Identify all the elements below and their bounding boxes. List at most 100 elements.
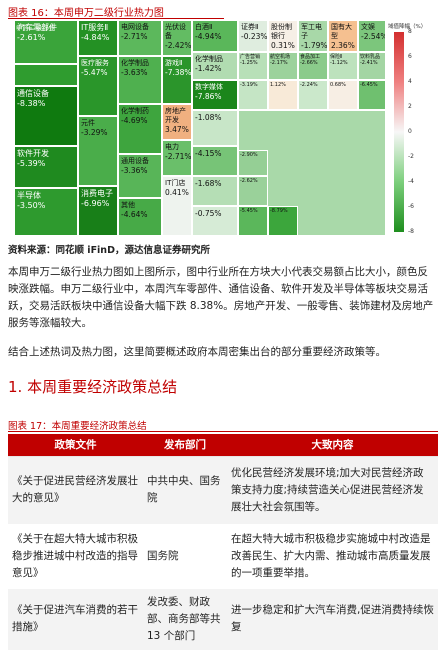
heatmap-cell-value: -5.39% [17, 159, 46, 168]
heatmap-cell [14, 64, 78, 86]
heatmap-cell: 1.12% [268, 80, 298, 110]
legend-tick: 2 [408, 103, 412, 110]
heatmap-cell-value: -2.42% [165, 41, 192, 50]
heatmap-cell-value: -2.71% [165, 152, 192, 161]
heatmap-cell: 元件 -3.29% [78, 116, 118, 186]
heatmap-cell-name: 其他 [121, 201, 135, 209]
heatmap-cell-name: 化学制品 [121, 59, 149, 67]
heatmap-legend: 域值降幅（%） 8 6 4 2 0 -2 -4 -6 -8 [386, 22, 436, 240]
heatmap-cell-name: 化学制品 [195, 55, 223, 63]
heatmap-cell: -2.90% [238, 150, 268, 176]
heatmap-cell: 电网设备 -2.71% [118, 20, 162, 56]
heatmap-cell: 半导体 -3.50% [14, 188, 78, 236]
source-note: 资料来源：同花顺 iFinD，源达信息证券研究所 [8, 245, 210, 256]
header-content: 大致内容 [227, 434, 438, 456]
cell-department: 国务院 [143, 523, 227, 589]
heatmap-cell: 保险Ⅱ -1.12% [328, 52, 358, 80]
legend-tick: 0 [408, 128, 412, 135]
heatmap-cell-name: 元件 [81, 119, 95, 127]
heatmap-cell-value: -2.71% [121, 32, 148, 41]
cell-department: 中共中央、国务院 [143, 455, 227, 525]
heatmap-cell: -3.19% [238, 80, 268, 110]
heatmap-cell-value: -8.79% [270, 208, 288, 214]
heatmap-cell-name: 股份制银行 [271, 23, 292, 40]
cell-content: 优化民营经济发展环境;加大对民营经济政策支持力度;持续营造关心促进民营经济发展壮… [227, 455, 438, 525]
heatmap-cell-value: -4.15% [195, 149, 222, 158]
heatmap-cell-name: 医疗服务 [81, 59, 109, 67]
heatmap-cell-name: 电力 [165, 143, 179, 151]
heatmap-cell-value: 0.41% [165, 188, 189, 197]
heatmap-cell-value: -8.38% [17, 99, 46, 108]
heatmap-cell-value: -0.75% [195, 209, 222, 218]
policy-table: 政策文件 发布部门 大致内容 《关于促进民营经济发展壮大的意见》 中共中央、国务… [8, 434, 438, 651]
heatmap-cell-value: 3.47% [165, 125, 189, 134]
heatmap-cell: 0.68% [328, 80, 358, 110]
cell-document: 《关于促进民营经济发展壮大的意见》 [8, 455, 143, 525]
cell-department: 发改委、财政部、商务部等共 13 个部门 [143, 587, 227, 651]
heatmap-cell: -6.45% [358, 80, 386, 110]
heatmap-cell-value: -2.61% [17, 33, 46, 42]
heatmap-cell: 食品加工 -2.66% [298, 52, 328, 80]
legend-tick: -8 [408, 228, 414, 235]
heatmap-cell-value: 0.68% [330, 82, 346, 88]
heatmap-cell-value: -3.19% [240, 82, 258, 88]
heatmap-cell-value: -4.84% [81, 33, 110, 42]
heatmap-cell-name: 保险Ⅱ [330, 54, 343, 60]
heatmap-cell-value: -1.25% [240, 60, 258, 66]
heatmap-cell-name: 文娱 [361, 23, 375, 31]
heatmap-cell-name: 饮料乳品 [360, 54, 381, 60]
heatmap-cell-value: -0.23% [241, 32, 268, 41]
heatmap-cell: 军工电子 -1.79% [298, 20, 328, 52]
legend-tick: 8 [408, 28, 412, 35]
heatmap-cell-name: 航空机场 [270, 54, 291, 60]
legend-tick: -6 [408, 203, 414, 210]
legend-color-bar [394, 32, 404, 232]
heatmap-cell: 广告营销 -1.25% [238, 52, 268, 80]
table-row: 《关于在超大特大城市积极稳步推进城中村改造的指导意见》 国务院 在超大特大城市积… [8, 523, 438, 589]
heatmap-cell-value: -5.45% [240, 208, 258, 214]
heatmap-cell-value: -6.96% [81, 199, 110, 208]
heatmap-cell: 数字媒体 -7.86% [192, 80, 238, 110]
heatmap-cell: -2.24% [298, 80, 328, 110]
table-row: 《关于促进汽车消费的若干措施》 发改委、财政部、商务部等共 13 个部门 进一步… [8, 587, 438, 651]
heatmap-cell-name: 通用设备 [121, 157, 149, 165]
heatmap-cell: 游戏Ⅱ -7.38% [162, 56, 192, 104]
heatmap-cell: -4.15% [192, 146, 238, 176]
paragraph-intro: 结合上述热词及热力图，这里简要概述政府本周密集出台的部分重要经济政策等。 [8, 346, 386, 358]
heatmap-cell-value: 0.31% [271, 41, 295, 50]
heatmap-cell-value: 2.36% [331, 41, 355, 50]
heatmap-cell: 医疗服务 -5.47% [78, 56, 118, 116]
heatmap-cell-name: 证券Ⅱ [241, 23, 259, 31]
heatmap-cell: IT门店 0.41% [162, 176, 192, 236]
heatmap-cell-value: -2.62% [240, 178, 258, 184]
legend-label: 域值降幅（%） [388, 24, 427, 30]
cell-content: 在超大特大城市积极稳步实施城中村改造是改善民生、扩大内需、推动城市高质量发展的一… [227, 523, 438, 589]
heatmap-cell: 消费电子 -6.96% [78, 186, 118, 236]
heatmap-cell-name: 数字媒体 [195, 83, 223, 91]
figure-16-title: 图表 16：本周申万二级行业热力图 [8, 4, 224, 19]
heatmap-cell: 国有大型 2.36% [328, 20, 358, 52]
heatmap-cell-name: 房地产开发 [165, 107, 186, 124]
heatmap-cell-name: 通信设备 [17, 89, 49, 98]
cell-document: 《关于在超大特大城市积极稳步推进城中村改造的指导意见》 [8, 523, 143, 589]
heatmap-cell: 饮料乳品 -2.41% [358, 52, 386, 80]
legend-tick: -4 [408, 178, 414, 185]
header-document: 政策文件 [8, 434, 143, 456]
heatmap-cell-value: -3.63% [121, 68, 148, 77]
header-department: 发布部门 [143, 434, 227, 456]
heatmap-cell: -5.45% [238, 206, 268, 236]
heatmap-cell-value: -7.86% [195, 92, 222, 101]
paragraph-heatmap-summary: 本周申万二级行业热力图如上图所示，图中行业所在方块大小代表交易额占比大小，颜色反… [8, 266, 434, 329]
heatmap-cell-value: -3.50% [17, 201, 46, 210]
heatmap-cell-value: -4.64% [121, 210, 148, 219]
heatmap-cell-name: 消费电子 [81, 189, 113, 198]
heatmap-cell-value: -5.47% [81, 68, 108, 77]
heatmap-cell: 股份制银行 0.31% [268, 20, 298, 52]
legend-tick: -2 [408, 153, 414, 160]
heatmap-cell: 光伏设备 -2.42% [162, 20, 192, 56]
section-heading: 1. 本周重要经济政策总结 [8, 378, 178, 396]
figure-17-title: 图表 17：本周重要经济政策总结 [8, 421, 147, 432]
heatmap-cell: 白酒Ⅱ -4.94% [192, 20, 238, 52]
heatmap-cell: -8.79% [268, 206, 298, 236]
heatmap-cell: 文娱 -2.54% [358, 20, 386, 52]
